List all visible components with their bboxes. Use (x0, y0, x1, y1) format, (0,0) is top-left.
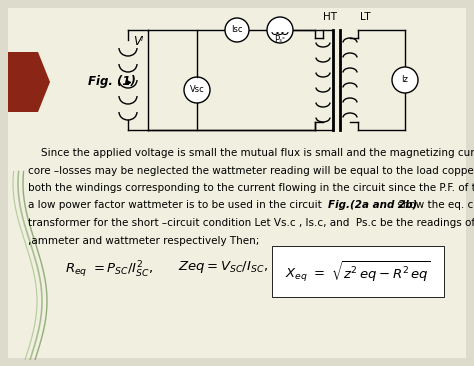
Text: $Zeq=V_{SC}/I_{SC}$,: $Zeq=V_{SC}/I_{SC}$, (178, 259, 268, 275)
Text: LT: LT (360, 12, 370, 22)
Text: Fig.(2a and 2b): Fig.(2a and 2b) (328, 201, 418, 210)
Text: Since the applied voltage is small the mutual flux is small and the magnetizing : Since the applied voltage is small the m… (28, 148, 474, 158)
Circle shape (184, 77, 210, 103)
Polygon shape (8, 52, 50, 112)
Text: ,ammeter and wattmeter respectively Then;: ,ammeter and wattmeter respectively Then… (28, 235, 259, 246)
Text: show the eq. circuit of the: show the eq. circuit of the (394, 201, 474, 210)
Circle shape (225, 18, 249, 42)
Text: both the windings corresponding to the current flowing in the circuit since the : both the windings corresponding to the c… (28, 183, 474, 193)
Text: a low power factor wattmeter is to be used in the circuit: a low power factor wattmeter is to be us… (28, 201, 328, 210)
Text: Isc: Isc (231, 26, 243, 34)
Text: Iz: Iz (401, 75, 409, 85)
Text: $X_{eq}\ =\ \sqrt{z^{2}\,eq - R^{2}\,eq}$: $X_{eq}\ =\ \sqrt{z^{2}\,eq - R^{2}\,eq}… (285, 259, 431, 284)
Text: Vsc: Vsc (190, 86, 204, 94)
Text: Fig. (1): Fig. (1) (88, 75, 136, 89)
Text: core –losses may be neglected the wattmeter reading will be equal to the load co: core –losses may be neglected the wattme… (28, 165, 474, 176)
Text: Vᴵ: Vᴵ (133, 35, 143, 48)
Text: HT: HT (323, 12, 337, 22)
Text: Pₛᶜ: Pₛᶜ (274, 34, 286, 44)
Text: transformer for the short –circuit condition Let Vs.c , Is.c, and  Ps.c be the r: transformer for the short –circuit condi… (28, 218, 474, 228)
Text: $R_{eq}\ =P_{SC}/I_{SC}^{2}$,: $R_{eq}\ =P_{SC}/I_{SC}^{2}$, (65, 259, 154, 280)
Circle shape (267, 17, 293, 43)
Circle shape (392, 67, 418, 93)
